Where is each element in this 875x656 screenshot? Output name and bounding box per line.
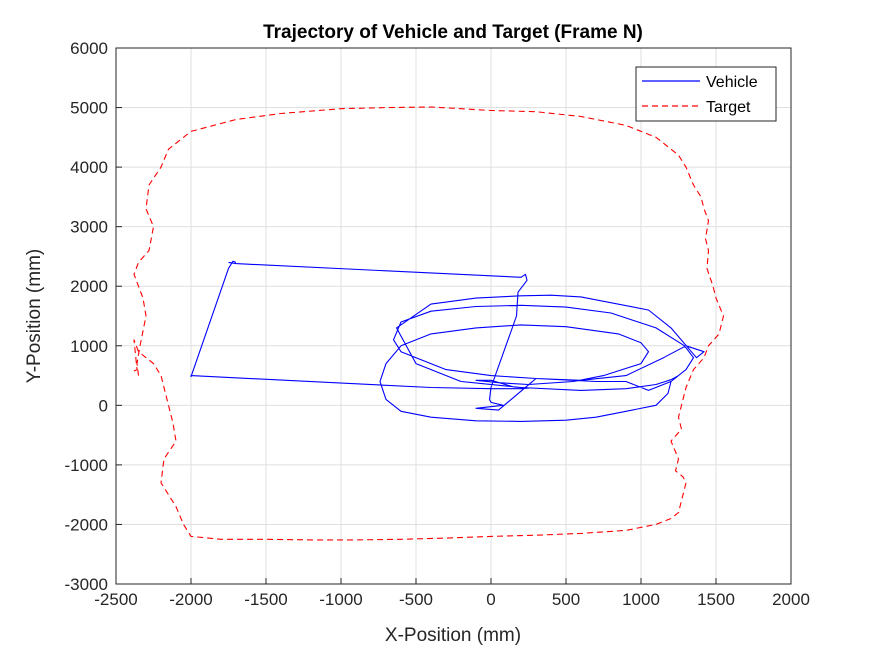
legend-label-target: Target — [706, 99, 751, 116]
chart-title: Trajectory of Vehicle and Target (Frame … — [263, 22, 643, 43]
x-tick-label: 1500 — [697, 590, 735, 609]
x-tick-label: -500 — [399, 590, 433, 609]
y-axis-label: Y-Position (mm) — [24, 249, 45, 383]
y-tick-label: -3000 — [65, 575, 108, 594]
axes-box — [115, 47, 792, 585]
y-tick-label: 0 — [99, 396, 108, 415]
y-tick-label: 6000 — [70, 39, 108, 58]
series-layer — [130, 106, 725, 541]
x-tick-label: 1000 — [622, 590, 660, 609]
x-tick-label: 0 — [486, 590, 495, 609]
series-line-vehicle — [190, 260, 705, 422]
legend-label-vehicle: Vehicle — [706, 74, 758, 91]
legend-box — [635, 66, 777, 122]
ticks: -2500 -2000 -1500 -1000 -500 0 500 1000 1500 2000… — [65, 39, 810, 609]
x-tick-label: 2000 — [772, 590, 810, 609]
x-axis-label: X-Position (mm) — [385, 625, 521, 646]
series-line-target — [130, 106, 725, 541]
y-tick-label: 5000 — [70, 99, 108, 118]
y-tick-label: -1000 — [65, 456, 108, 475]
y-tick-label: 3000 — [70, 218, 108, 237]
y-tick-label: 1000 — [70, 337, 108, 356]
x-tick-label: 500 — [552, 590, 580, 609]
x-tick-label: -2000 — [169, 590, 212, 609]
y-tick-label: -2000 — [65, 515, 108, 534]
y-tick-label: 4000 — [70, 158, 108, 177]
x-tick-label: -1000 — [319, 590, 362, 609]
axes-background — [116, 48, 791, 584]
y-tick-label: 2000 — [70, 277, 108, 296]
x-tick-label: -1500 — [244, 590, 287, 609]
x-tick-label: -2500 — [94, 590, 137, 609]
legend: Vehicle Target — [635, 66, 777, 122]
